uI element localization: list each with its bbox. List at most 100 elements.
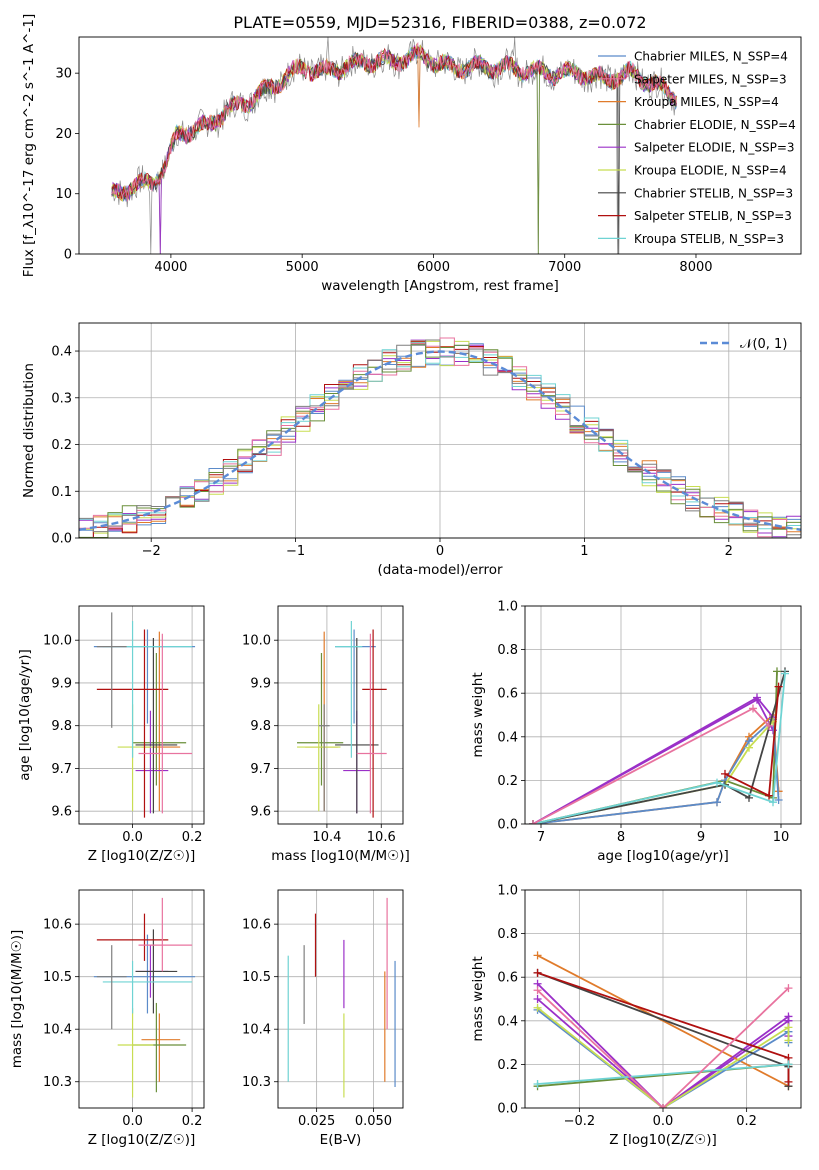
x-tick-label: 0.0 bbox=[122, 1114, 143, 1129]
x-tick-label: −1 bbox=[286, 544, 305, 559]
plot-frame bbox=[78, 605, 205, 825]
weight-line bbox=[532, 717, 780, 824]
plot-frame bbox=[78, 889, 205, 1109]
figure-title: PLATE=0559, MJD=52316, FIBERID=0388, z=0… bbox=[233, 13, 646, 32]
x-axis-label: Z [log10(Z/Z☉)] bbox=[609, 1132, 717, 1148]
x-tick-label: 0.2 bbox=[182, 1114, 203, 1129]
weight-marker bbox=[659, 1104, 667, 1108]
x-axis-label: Z [log10(Z/Z☉)] bbox=[88, 848, 196, 864]
errorbar-group bbox=[93, 612, 196, 818]
weight-line bbox=[532, 671, 786, 824]
y-tick-label: 0.4 bbox=[497, 1014, 518, 1029]
x-tick-label: 0 bbox=[436, 544, 444, 559]
age-vs-mass-panel: 10.4 10.6 9.6 9.7 9.8 9.9 10.0 mass [log10(M/M☉… bbox=[242, 605, 410, 864]
legend-label: Chabrier STELIB, N_SSP=3 bbox=[634, 186, 793, 200]
legend-label: 𝒩(0, 1) bbox=[740, 337, 787, 352]
y-tick-label: 10.0 bbox=[43, 634, 72, 649]
weight-marker bbox=[533, 995, 542, 1003]
weight-marker bbox=[533, 968, 542, 977]
y-tick-label: 10.4 bbox=[43, 1023, 72, 1038]
weight-marker bbox=[773, 667, 781, 676]
x-axis-label: Z [log10(Z/Z☉)] bbox=[88, 1132, 196, 1148]
y-tick-label: 9.6 bbox=[250, 805, 271, 820]
y-tick-label: 9.7 bbox=[250, 762, 271, 777]
spectrum-line bbox=[111, 37, 677, 254]
y-tick-label: 0.3 bbox=[51, 391, 72, 406]
mass-vs-reddening-panel: 0.025 0.050 10.3 10.4 10.5 10.6 E(B-V) bbox=[242, 889, 404, 1148]
y-tick-label: 0.2 bbox=[497, 1058, 518, 1073]
weight-marker bbox=[765, 791, 773, 800]
y-tick-label: 0.6 bbox=[497, 971, 518, 986]
histogram-step bbox=[79, 339, 801, 538]
weight-marker bbox=[749, 704, 757, 713]
weight-marker bbox=[781, 669, 789, 678]
plot-frame bbox=[78, 36, 802, 255]
weight-marker bbox=[784, 984, 793, 993]
spectrum-panel: 4000 5000 6000 7000 8000 0 10 20 30 wavelength [A… bbox=[21, 14, 802, 294]
normal-curve bbox=[78, 350, 802, 531]
weight-marker bbox=[713, 778, 721, 787]
y-tick-label: 0.4 bbox=[497, 730, 518, 745]
weight-line bbox=[532, 713, 780, 824]
weight-marker bbox=[745, 743, 753, 752]
y-tick-label: 9.8 bbox=[250, 719, 271, 734]
y-tick-label: 9.6 bbox=[51, 805, 72, 820]
x-tick-label: 0.2 bbox=[182, 830, 203, 845]
histogram-step bbox=[79, 342, 801, 538]
x-tick-label: 6000 bbox=[417, 260, 450, 275]
legend-label: Salpeter ELODIE, N_SSP=3 bbox=[634, 141, 795, 155]
errorbar-group bbox=[93, 897, 196, 1098]
y-tick-label: 0.1 bbox=[51, 485, 72, 500]
y-tick-label: 10.6 bbox=[242, 918, 271, 933]
x-tick-label: 0.050 bbox=[355, 1114, 392, 1129]
y-tick-label: 10 bbox=[55, 187, 72, 202]
y-tick-label: 9.8 bbox=[51, 719, 72, 734]
spectrum-line bbox=[111, 45, 677, 200]
legend-label: Salpeter STELIB, N_SSP=3 bbox=[634, 209, 792, 223]
legend-label: Salpeter MILES, N_SSP=3 bbox=[634, 72, 787, 86]
x-axis-label: (data-model)/error bbox=[377, 562, 503, 578]
weight-line bbox=[532, 673, 786, 824]
x-tick-label: 9 bbox=[697, 830, 705, 845]
y-axis-label: Normed distribution bbox=[21, 363, 37, 498]
weight-line bbox=[532, 671, 778, 824]
y-tick-label: 0.0 bbox=[497, 1102, 518, 1117]
x-tick-label: 0.2 bbox=[736, 1114, 757, 1129]
y-tick-label: 9.9 bbox=[51, 676, 72, 691]
y-tick-label: 10.5 bbox=[43, 970, 72, 985]
weight-line bbox=[536, 1006, 790, 1108]
x-tick-label: 8000 bbox=[679, 260, 712, 275]
mass-vs-metallicity-panel: 0.0 0.2 10.3 10.4 10.5 10.6 Z [log10(Z/Z☉)] mas… bbox=[9, 889, 205, 1148]
x-tick-label: 1 bbox=[580, 544, 588, 559]
weight-marker bbox=[769, 798, 777, 807]
weight-marker bbox=[784, 1036, 793, 1045]
x-tick-label: 2 bbox=[725, 544, 733, 559]
spectrum-line bbox=[111, 46, 678, 202]
x-tick-label: 7000 bbox=[548, 260, 581, 275]
plot-frame bbox=[78, 322, 802, 539]
x-tick-label: 0.0 bbox=[653, 1114, 674, 1129]
x-tick-label: 10 bbox=[773, 830, 790, 845]
y-tick-label: 0.2 bbox=[51, 438, 72, 453]
weight-marker bbox=[784, 1060, 793, 1069]
y-tick-label: 0.8 bbox=[497, 927, 518, 942]
residuals-panel: −2 −1 0 1 2 0.0 0.1 0.2 0.3 0.4 (data-model)/error… bbox=[21, 322, 802, 578]
x-tick-label: −2 bbox=[142, 544, 161, 559]
x-tick-label: 10.6 bbox=[367, 830, 396, 845]
y-tick-label: 0 bbox=[64, 248, 72, 263]
legend-label: Kroupa STELIB, N_SSP=3 bbox=[634, 232, 784, 246]
y-tick-label: 30 bbox=[55, 67, 72, 82]
weight-line bbox=[537, 1063, 789, 1085]
y-tick-label: 0.6 bbox=[497, 687, 518, 702]
weight-line bbox=[536, 987, 790, 1108]
y-tick-label: 0.2 bbox=[497, 774, 518, 789]
plot-frame bbox=[277, 605, 404, 825]
spectrum-line bbox=[111, 41, 678, 202]
weight-marker bbox=[529, 820, 537, 824]
y-tick-label: 9.7 bbox=[51, 762, 72, 777]
y-axis-label: mass [log10(M/M☉)] bbox=[9, 930, 25, 1069]
legend-label: Chabrier MILES, N_SSP=4 bbox=[634, 50, 788, 64]
y-tick-label: 10.4 bbox=[242, 1023, 271, 1038]
errorbar-group bbox=[297, 620, 387, 818]
